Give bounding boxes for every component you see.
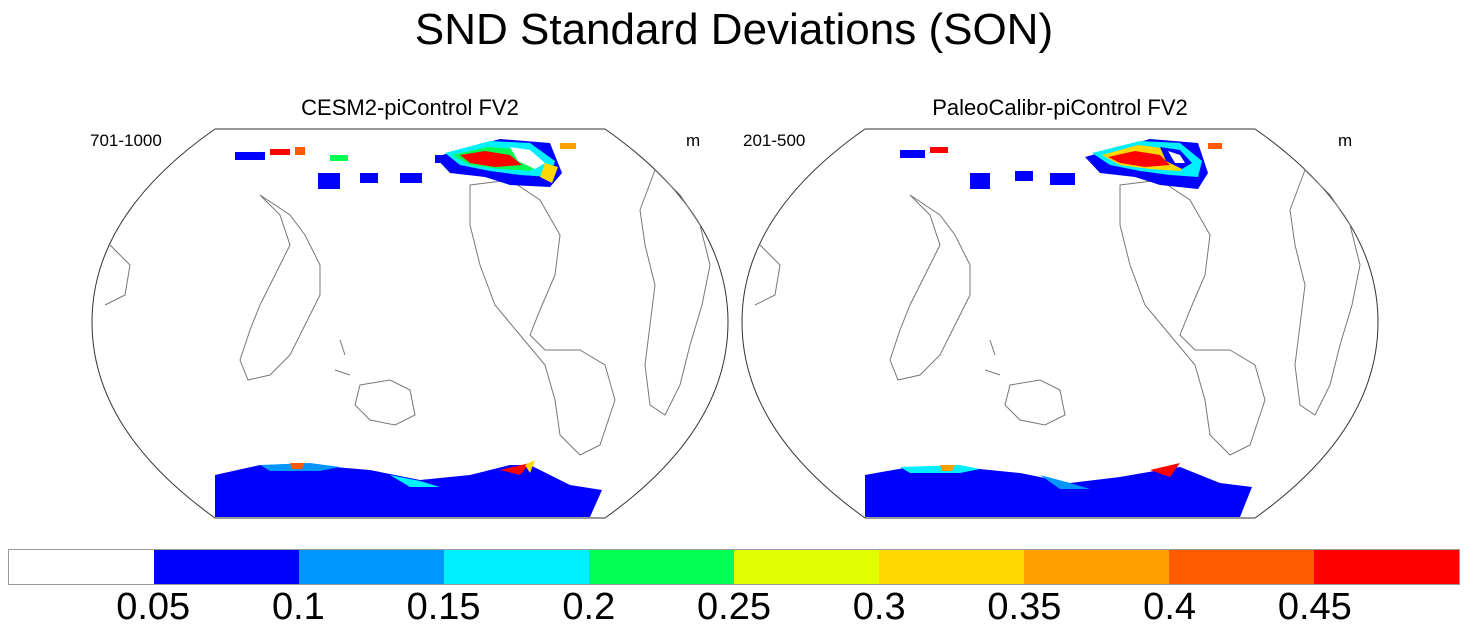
units-label-left: m (686, 131, 701, 150)
map-right (741, 128, 1379, 519)
period-label-right: 201-500 (743, 131, 806, 150)
colorbar-segment (1024, 550, 1169, 584)
period-label-left: 701-1000 (90, 131, 162, 150)
coastlines (754, 169, 1361, 456)
colorbar-tick-label: 0.15 (406, 586, 481, 628)
map-left (91, 128, 729, 519)
colorbar-tick-label: 0.35 (987, 586, 1062, 628)
colorbar-tick-label: 0.05 (116, 586, 191, 628)
colorbar-segment (1314, 550, 1459, 584)
colorbar-tick-label: 0.45 (1277, 586, 1352, 628)
snow-std-field-south (215, 460, 602, 517)
colorbar-tick-label: 0.4 (1143, 586, 1197, 628)
colorbar-segment (589, 550, 734, 584)
colorbar-segment (154, 550, 299, 584)
colorbar-tick-label: 0.2 (562, 586, 616, 628)
colorbar-segment (299, 550, 444, 584)
colorbar-segment (444, 550, 589, 584)
colorbar-segment (879, 550, 1024, 584)
map-outline (91, 128, 729, 519)
units-label-right: m (1338, 131, 1353, 150)
snow-std-field-north (235, 139, 576, 189)
colorbar-segment (9, 550, 154, 584)
panel-title-left: CESM2-piControl FV2 (301, 95, 519, 120)
colorbar (8, 549, 1460, 585)
figure-title: SND Standard Deviations (SON) (414, 5, 1054, 54)
colorbar-tick-label: 0.3 (852, 586, 906, 628)
map-outline (741, 128, 1379, 519)
snow-std-field-south (865, 463, 1252, 517)
colorbar-tick-label: 0.25 (697, 586, 771, 628)
colorbar-tick-label: 0.1 (271, 586, 325, 628)
colorbar-segment (1169, 550, 1314, 584)
colorbar-segment (734, 550, 879, 584)
coastlines (104, 169, 711, 456)
panel-title-right: PaleoCalibr-piControl FV2 (932, 95, 1188, 120)
snow-std-field-north (900, 139, 1222, 189)
